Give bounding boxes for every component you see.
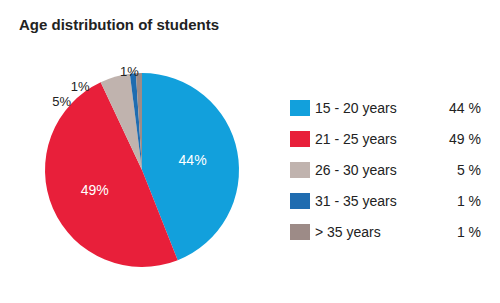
- svg-text:> 35 years: > 35 years: [315, 224, 381, 240]
- svg-text:1%: 1%: [120, 64, 139, 79]
- svg-text:5%: 5%: [52, 94, 71, 109]
- svg-text:44 %: 44 %: [449, 100, 481, 116]
- svg-text:1 %: 1 %: [457, 224, 481, 240]
- svg-text:21 - 25 years: 21 - 25 years: [315, 131, 397, 147]
- svg-text:49%: 49%: [81, 182, 109, 198]
- svg-text:26 - 30 years: 26 - 30 years: [315, 162, 397, 178]
- svg-text:15 - 20 years: 15 - 20 years: [315, 100, 397, 116]
- svg-text:49 %: 49 %: [449, 131, 481, 147]
- svg-text:1%: 1%: [71, 79, 90, 94]
- svg-text:Age distribution of students: Age distribution of students: [19, 16, 219, 33]
- svg-text:31 - 35 years: 31 - 35 years: [315, 193, 397, 209]
- svg-text:1 %: 1 %: [457, 193, 481, 209]
- svg-text:5 %: 5 %: [457, 162, 481, 178]
- svg-text:44%: 44%: [179, 152, 207, 168]
